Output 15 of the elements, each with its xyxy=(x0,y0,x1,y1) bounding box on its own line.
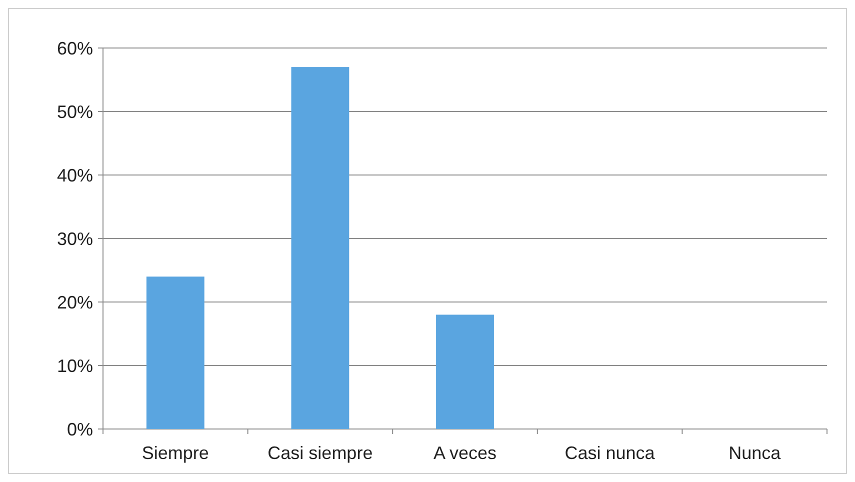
bar xyxy=(146,276,204,429)
y-tick-label: 60% xyxy=(56,38,93,58)
bar xyxy=(436,314,494,429)
y-tick-label: 10% xyxy=(56,356,93,376)
y-tick-label: 0% xyxy=(66,419,93,440)
x-tick-label: Casi siempre xyxy=(268,443,373,463)
x-tick-label: Siempre xyxy=(142,443,209,463)
x-tick-label: Nunca xyxy=(728,443,782,463)
y-tick-label: 20% xyxy=(56,292,93,312)
y-tick-label: 40% xyxy=(56,165,93,186)
bar xyxy=(291,67,350,429)
y-tick-label: 30% xyxy=(56,228,93,249)
x-tick-label: Casi nunca xyxy=(564,443,656,463)
x-tick-label: A veces xyxy=(433,443,497,463)
y-tick-label: 50% xyxy=(56,102,93,122)
